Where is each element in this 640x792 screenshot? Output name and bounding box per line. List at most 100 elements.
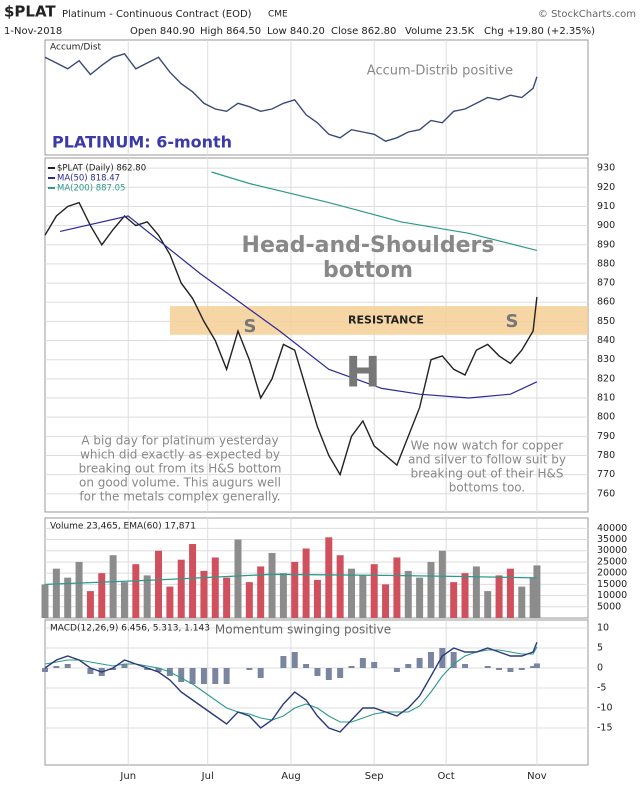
histogram-bar bbox=[280, 656, 287, 668]
volume-bar bbox=[143, 575, 151, 618]
histogram-bar bbox=[450, 652, 457, 668]
histogram-bar bbox=[257, 668, 264, 678]
y-tick-label: 760 bbox=[597, 488, 615, 499]
volume-bar bbox=[404, 570, 412, 618]
histogram-bar bbox=[110, 668, 117, 670]
y-tick-label: 35000 bbox=[597, 534, 627, 545]
band-label: RESISTANCE bbox=[348, 313, 424, 326]
histogram-bar bbox=[530, 666, 537, 668]
y-tick-label: 890 bbox=[597, 239, 615, 250]
y-tick-label: 5000 bbox=[597, 601, 621, 612]
resistance-band bbox=[169, 306, 588, 335]
quote-change: Chg +19.80 (+2.35%) bbox=[484, 26, 595, 37]
histogram-bar bbox=[518, 668, 525, 670]
macd-line bbox=[44, 641, 538, 733]
volume-bar bbox=[211, 557, 219, 618]
volume-bar bbox=[189, 544, 197, 618]
y-tick-label: 40000 bbox=[597, 523, 627, 534]
volume-bar bbox=[382, 584, 390, 618]
volume-bar bbox=[268, 552, 276, 618]
histogram-bar bbox=[337, 668, 344, 678]
volume-bar bbox=[86, 591, 94, 618]
histogram-bar bbox=[64, 664, 71, 668]
y-tick-label: 880 bbox=[597, 258, 615, 269]
price-panel bbox=[44, 157, 589, 513]
note-line: on good volume. This augurs well bbox=[79, 476, 281, 490]
note-line: We now watch for copper bbox=[411, 439, 564, 453]
volume-bar bbox=[484, 591, 492, 618]
legend-entry: MACD(12,26,9) 6.456, 5.313, 1.143 bbox=[50, 624, 210, 634]
x-tick-label: Sep bbox=[365, 771, 384, 782]
y-tick-label: -10 bbox=[597, 703, 613, 714]
y-tick-label: 920 bbox=[597, 182, 615, 193]
volume-bar bbox=[495, 575, 503, 618]
y-tick-label: 780 bbox=[597, 450, 615, 461]
histogram-bar bbox=[359, 658, 366, 668]
histogram-bar bbox=[212, 668, 219, 684]
note-line: A big day for platinum yesterday bbox=[81, 434, 278, 448]
quote-open: Open 840.90 bbox=[130, 26, 195, 37]
annotation: Momentum swinging positive bbox=[215, 623, 391, 637]
volume-bar bbox=[155, 550, 163, 618]
macd-panel bbox=[44, 619, 589, 766]
histogram-bar bbox=[462, 664, 469, 668]
volume-bar bbox=[336, 555, 344, 618]
volume-bar bbox=[518, 586, 526, 618]
x-tick-label: Oct bbox=[437, 771, 454, 782]
note-line: breaking out from its H&S bottom bbox=[79, 462, 282, 476]
volume-bar bbox=[223, 577, 231, 618]
y-tick-label: 840 bbox=[597, 335, 615, 346]
histogram-bar bbox=[144, 668, 151, 670]
pattern-label: H bbox=[345, 348, 380, 397]
note-line: and silver to follow suit by bbox=[408, 453, 566, 467]
histogram-bar bbox=[155, 668, 162, 672]
quote-volume: Volume 23.5K bbox=[405, 26, 475, 37]
accum-dist-line bbox=[44, 52, 538, 142]
histogram-bar bbox=[178, 668, 185, 682]
histogram-bar bbox=[303, 664, 310, 668]
y-tick-label: 930 bbox=[597, 163, 615, 174]
volume-bar bbox=[120, 582, 128, 618]
price-line bbox=[44, 201, 538, 477]
y-tick-label: 5 bbox=[597, 643, 603, 654]
volume-bar bbox=[325, 537, 333, 618]
accum-panel bbox=[44, 39, 589, 156]
legend-entry: Accum/Dist bbox=[50, 43, 102, 53]
volume-bar bbox=[393, 557, 401, 618]
y-tick-label: 0 bbox=[597, 663, 603, 674]
volume-bar bbox=[177, 559, 185, 618]
y-tick-label: 800 bbox=[597, 412, 615, 423]
date: 1-Nov-2018 bbox=[4, 26, 62, 37]
volume-bar bbox=[245, 582, 253, 618]
instrument-name: Platinum - Continuous Contract (EOD) bbox=[62, 9, 252, 20]
histogram-bar bbox=[533, 663, 540, 668]
y-tick-label: 820 bbox=[597, 373, 615, 384]
x-tick-label: Aug bbox=[281, 771, 301, 782]
volume-bar bbox=[370, 564, 378, 618]
moving-average bbox=[59, 215, 538, 399]
note-line: bottoms too. bbox=[449, 481, 525, 495]
y-tick-label: 20000 bbox=[597, 568, 627, 579]
histogram-bar bbox=[507, 668, 514, 672]
y-tick-label: -5 bbox=[597, 683, 606, 694]
x-tick-label: Jul bbox=[201, 771, 214, 782]
note-line: which did exactly as expected by bbox=[80, 448, 280, 462]
histogram-bar bbox=[200, 668, 207, 684]
volume-ema bbox=[44, 573, 537, 586]
y-tick-label: 15000 bbox=[597, 579, 627, 590]
histogram-bar bbox=[53, 666, 60, 668]
y-tick-label: 10000 bbox=[597, 590, 627, 601]
y-tick-label: 790 bbox=[597, 431, 615, 442]
volume-bar bbox=[427, 561, 435, 618]
volume-bar bbox=[533, 565, 541, 618]
source: © StockCharts.com bbox=[538, 9, 636, 20]
volume-bar bbox=[416, 577, 424, 618]
histogram-bar bbox=[484, 666, 491, 668]
note-line: for the metals complex generally. bbox=[79, 490, 280, 504]
y-tick-label: 770 bbox=[597, 469, 615, 480]
pattern-title: Head-and-Shoulders bbox=[242, 233, 495, 258]
y-tick-label: 900 bbox=[597, 220, 615, 231]
volume-bar bbox=[75, 561, 83, 618]
volume-bar bbox=[109, 555, 117, 618]
